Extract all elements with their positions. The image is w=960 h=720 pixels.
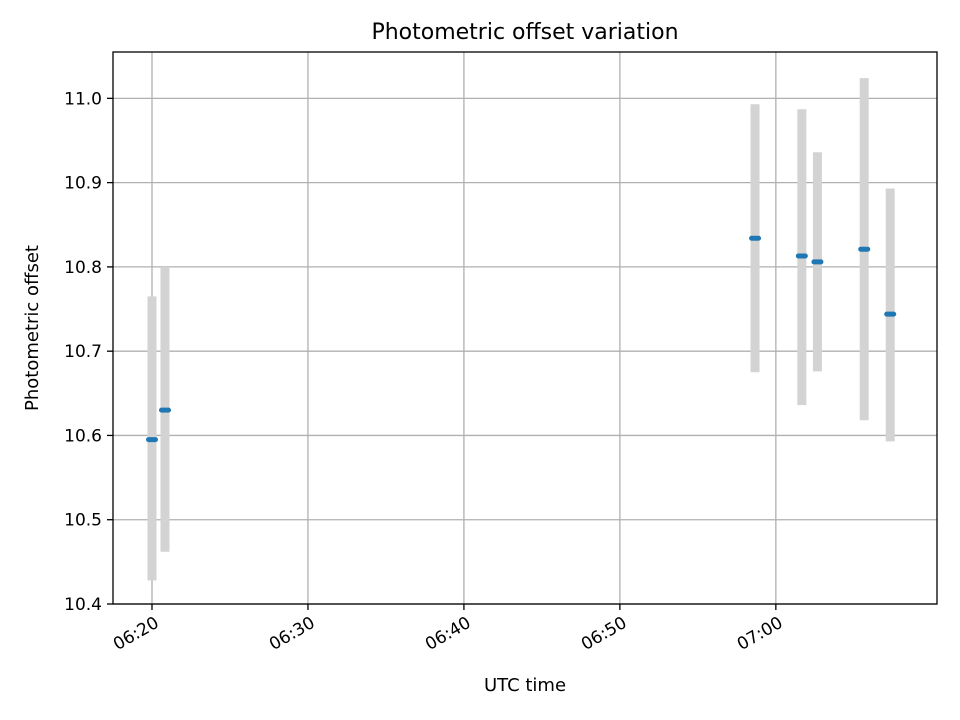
data-point bbox=[158, 407, 171, 413]
data-point bbox=[145, 437, 158, 443]
y-tick-label: 10.4 bbox=[64, 595, 102, 615]
y-axis-label: Photometric offset bbox=[22, 245, 43, 411]
y-tick-label: 10.6 bbox=[64, 426, 102, 446]
x-tick-label: 07:00 bbox=[734, 613, 786, 655]
chart-title: Photometric offset variation bbox=[371, 20, 678, 45]
y-tick-label: 10.9 bbox=[64, 174, 102, 194]
axis-ticks: 06:20 06:30 06:40 06:50 07:00 10.4 10.5 10.6 10.… bbox=[64, 89, 786, 654]
data-point bbox=[858, 246, 871, 252]
x-tick-label: 06:20 bbox=[110, 613, 162, 655]
data-points bbox=[145, 235, 897, 443]
data-point bbox=[884, 311, 897, 317]
data-point bbox=[811, 259, 824, 265]
error-bars bbox=[147, 78, 895, 581]
y-tick-label: 10.8 bbox=[64, 258, 102, 278]
data-point bbox=[795, 253, 808, 259]
x-axis-label: UTC time bbox=[484, 675, 566, 696]
plot-frame bbox=[112, 51, 938, 605]
y-tick-label: 10.7 bbox=[64, 342, 102, 362]
y-tick-label: 11.0 bbox=[64, 89, 102, 109]
x-tick-label: 06:30 bbox=[266, 613, 318, 655]
x-tick-label: 06:50 bbox=[578, 613, 630, 655]
y-tick-label: 10.5 bbox=[64, 511, 102, 531]
x-tick-label: 06:40 bbox=[422, 613, 474, 655]
data-point bbox=[749, 235, 762, 241]
